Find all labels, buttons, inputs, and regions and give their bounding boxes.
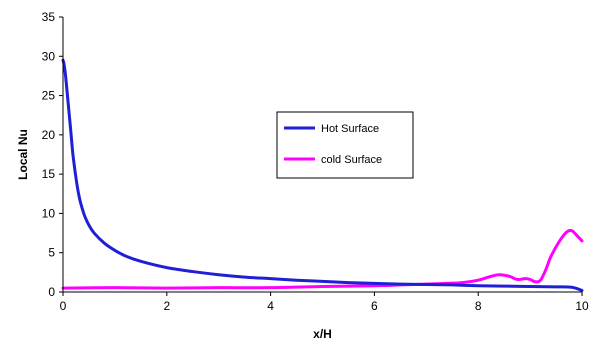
- legend: Hot Surface cold Surface: [276, 111, 414, 179]
- x-tick-label: 2: [163, 299, 170, 313]
- y-tick-label: 35: [42, 10, 56, 24]
- y-tick-label: 30: [42, 49, 56, 63]
- legend-box: [276, 111, 414, 179]
- legend-label-hot-surface: Hot Surface: [321, 123, 379, 135]
- x-tick-label: 8: [475, 299, 482, 313]
- legend-label-cold-surface: cold Surface: [321, 154, 382, 166]
- ticks-layer: 0 5 10 15 20 25 30 35 0 2 4 6 8 10: [42, 10, 589, 313]
- series-line-cold-surface: [61, 228, 584, 290]
- y-tick-label: 0: [48, 285, 55, 299]
- x-tick-label: 6: [371, 299, 378, 313]
- y-tick-label: 5: [48, 246, 55, 260]
- y-tick-label: 25: [42, 89, 56, 103]
- x-tick-label: 4: [267, 299, 274, 313]
- axes-layer: [62, 17, 582, 293]
- y-tick-label: 10: [42, 206, 56, 220]
- y-tick-label: 20: [42, 128, 56, 142]
- series-line-hot-surface: [61, 58, 584, 292]
- x-tick-label: 0: [60, 299, 67, 313]
- x-axis-title: x/H: [313, 327, 332, 341]
- x-tick-label: 10: [575, 299, 589, 313]
- y-tick-label: 15: [42, 167, 56, 181]
- series-layer: [61, 58, 584, 292]
- y-axis-title: Local Nu: [16, 129, 30, 180]
